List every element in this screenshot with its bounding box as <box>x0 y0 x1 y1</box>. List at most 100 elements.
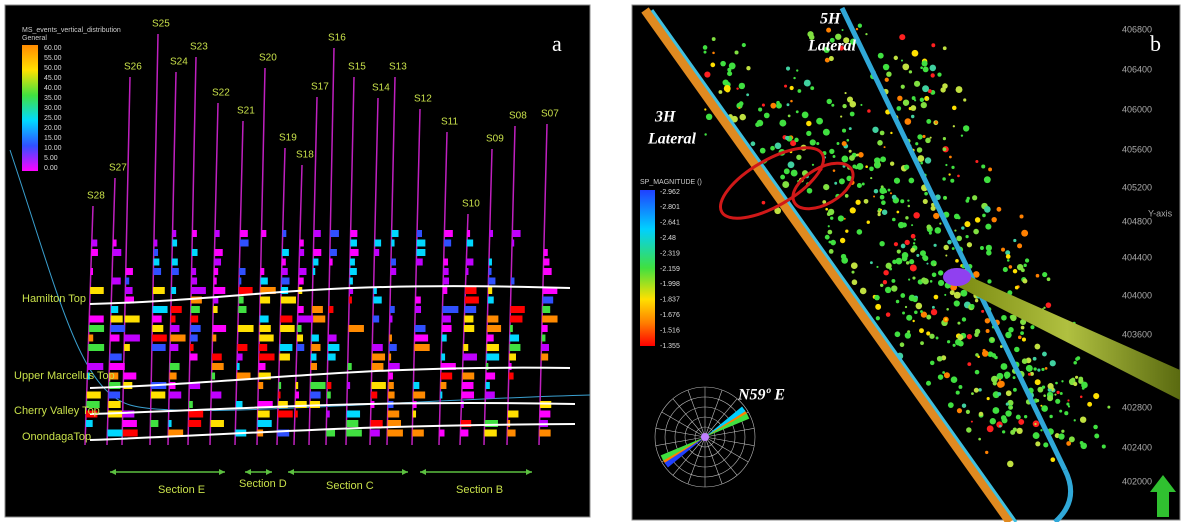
colorbar-tick-label: 25.00 <box>44 115 62 122</box>
event-dot <box>839 237 846 244</box>
colorbar-tick-label: 0.00 <box>44 165 58 172</box>
event-histogram-bar <box>122 410 135 418</box>
event-histogram-bar <box>170 315 176 323</box>
event-dot <box>884 77 889 82</box>
event-dot <box>803 79 811 87</box>
event-dot <box>727 67 732 72</box>
event-dot <box>1075 357 1079 361</box>
well-trace <box>234 120 244 446</box>
event-histogram-bar <box>108 382 121 389</box>
event-histogram-bar <box>87 363 104 370</box>
event-dot <box>942 147 947 152</box>
event-dot <box>787 161 795 169</box>
event-histogram-bar <box>153 258 160 266</box>
event-dot <box>1059 392 1063 395</box>
event-histogram-bar <box>151 391 166 399</box>
event-dot <box>826 27 832 33</box>
event-histogram-bar <box>171 268 179 275</box>
event-histogram-bar <box>210 420 224 427</box>
event-dot <box>883 270 889 276</box>
event-histogram-bar <box>389 334 392 342</box>
event-histogram-bar <box>110 315 123 323</box>
well-label: S07 <box>541 109 559 120</box>
event-dot <box>795 110 799 114</box>
event-dot <box>942 137 946 141</box>
event-dot <box>900 59 904 62</box>
event-dot <box>860 103 863 106</box>
horizon-line <box>89 285 571 305</box>
well-trace <box>411 108 421 446</box>
event-dot <box>1024 258 1030 263</box>
event-histogram-bar <box>169 382 176 389</box>
event-dot <box>896 210 900 214</box>
event-histogram-bar <box>170 325 180 332</box>
event-dot <box>882 63 890 71</box>
event-dot <box>937 72 942 77</box>
event-dot <box>1022 278 1028 284</box>
event-dot <box>972 271 980 278</box>
event-dot <box>849 100 857 108</box>
event-histogram-bar <box>310 363 317 370</box>
deviated-well <box>9 149 591 411</box>
well-trace <box>325 47 335 446</box>
event-histogram-bar <box>346 429 362 437</box>
event-histogram-bar <box>463 344 469 351</box>
event-histogram-bar <box>298 277 304 285</box>
event-dot <box>801 111 809 119</box>
event-dot <box>1023 263 1027 268</box>
event-dot <box>1035 273 1040 278</box>
rose-spoke <box>704 389 723 438</box>
event-histogram-bar <box>260 277 268 285</box>
rose-spoke <box>672 436 706 476</box>
event-histogram-bar <box>387 429 403 437</box>
event-histogram-bar <box>124 315 140 323</box>
rose-spoke <box>704 436 738 476</box>
event-dot <box>972 195 978 201</box>
event-histogram-bar <box>389 306 395 313</box>
event-histogram-bar <box>151 344 166 351</box>
event-dot <box>963 125 970 132</box>
event-dot <box>938 270 944 276</box>
event-dot <box>1040 429 1043 432</box>
event-dot <box>992 381 997 386</box>
y-tick-label: 405200 <box>1122 182 1152 192</box>
event-histogram-bar <box>170 334 186 342</box>
event-histogram-bar <box>214 249 223 256</box>
event-histogram-bar <box>329 249 337 256</box>
event-dot <box>929 136 932 139</box>
lateral-name: 3H <box>654 109 676 126</box>
event-dot <box>828 249 834 254</box>
event-dot <box>946 308 949 311</box>
event-dot <box>950 376 958 383</box>
event-histogram-bar <box>125 296 134 304</box>
event-dot <box>1073 360 1077 365</box>
event-dot <box>738 106 741 109</box>
event-dot <box>830 239 836 246</box>
rose-petal <box>705 413 750 437</box>
rose-spoke <box>704 428 755 438</box>
well-trace <box>538 123 548 446</box>
event-histogram-bar <box>485 372 496 380</box>
event-dot <box>863 198 869 204</box>
event-histogram-bar <box>372 344 383 351</box>
event-histogram-bar <box>327 353 336 361</box>
event-histogram-bar <box>509 334 520 342</box>
event-histogram-bar <box>153 239 158 247</box>
event-dot <box>711 37 716 41</box>
event-histogram-bar <box>170 344 179 351</box>
event-dot <box>915 302 923 310</box>
event-dot <box>822 128 830 136</box>
highlight-ellipse <box>718 146 826 220</box>
event-dot <box>1064 411 1069 416</box>
event-histogram-bar <box>169 391 182 399</box>
event-dot <box>917 134 923 140</box>
event-histogram-bar <box>259 334 274 342</box>
event-histogram-bar <box>122 420 137 427</box>
event-histogram-bar <box>239 268 246 275</box>
event-dot <box>1033 367 1037 371</box>
event-histogram-bar <box>295 401 307 408</box>
event-dot <box>920 161 923 165</box>
event-dot <box>823 183 830 191</box>
event-dot <box>901 222 907 228</box>
event-histogram-bar <box>108 391 121 399</box>
